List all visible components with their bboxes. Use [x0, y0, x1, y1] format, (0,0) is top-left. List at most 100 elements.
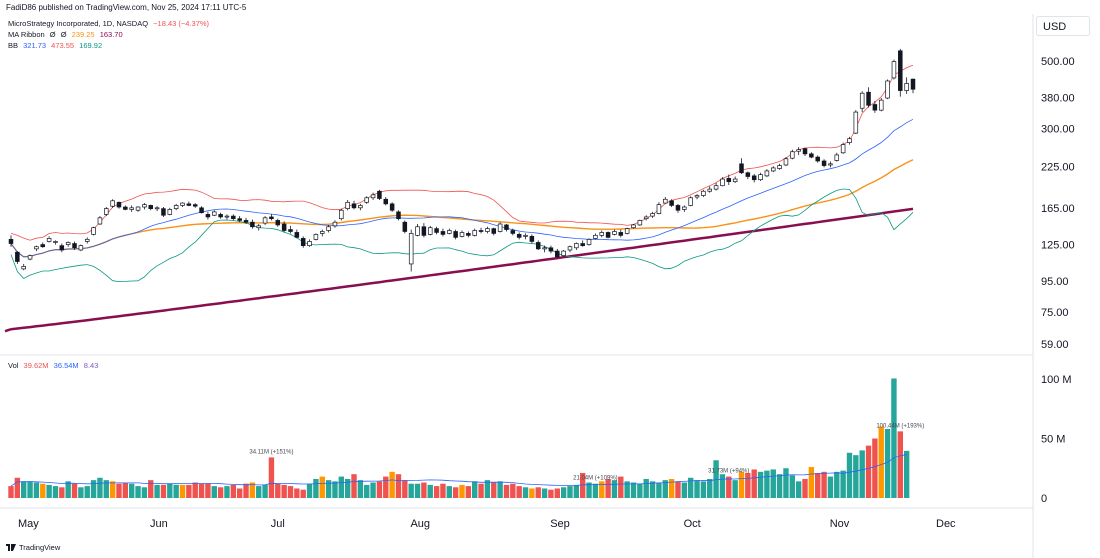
candle-body [300, 238, 306, 246]
currency-selector[interactable]: USD [1036, 16, 1090, 36]
candle-body [440, 231, 446, 235]
volume-bar [637, 483, 643, 498]
legend-ma-v3: 239.25 [71, 30, 95, 39]
candle-body [885, 80, 890, 99]
volume-bar [757, 471, 764, 498]
volume-bar [59, 487, 65, 498]
tradingview-logo: TradingView [6, 543, 60, 552]
legend-bb-upper: 473.55 [51, 41, 75, 50]
volume-bar [745, 473, 751, 498]
ma-fast-line [10, 159, 914, 258]
price-tick-label: 125.00 [1041, 240, 1075, 252]
candle-body [891, 61, 897, 79]
candle-body [758, 174, 763, 181]
volume-bar [27, 481, 33, 498]
volume-bar [414, 483, 421, 498]
candle-body [764, 170, 770, 177]
volume-bar [325, 480, 332, 498]
candle-body [173, 205, 179, 209]
volume-bar [8, 486, 14, 498]
volume-bar [262, 484, 268, 498]
volume-bar [865, 445, 872, 498]
volume-bar [770, 469, 776, 498]
candle-body [161, 208, 166, 216]
candle-body [516, 234, 522, 238]
candle-body [319, 231, 325, 234]
month-label: Jun [150, 518, 168, 530]
candle-body [377, 190, 382, 199]
volume-layer: 34.11M (+151%) 21.04M (+109%) 31.73M (+94%… [8, 378, 924, 498]
volume-bar [167, 483, 173, 498]
month-label: Dec [936, 518, 956, 530]
candle-body [688, 197, 693, 206]
volume-bar [599, 481, 605, 498]
volume-bar [846, 452, 853, 498]
candle-body [434, 228, 439, 233]
candle-body [110, 200, 115, 207]
candle-body [669, 200, 674, 206]
volume-bar [103, 480, 109, 498]
volume-bar [198, 483, 205, 498]
candle-body [898, 50, 903, 91]
volume-bar [71, 483, 78, 498]
volume-bar [535, 487, 541, 498]
price-tick-label: 95.00 [1041, 276, 1069, 288]
legend-vol-v2: 36.54M [53, 361, 79, 370]
volume-bar [548, 489, 554, 498]
candle-body [345, 201, 350, 209]
candle-body [650, 213, 655, 217]
grid-layer [0, 14, 1034, 558]
candle-body [453, 231, 458, 238]
candle-body [332, 221, 338, 227]
volume-bar [192, 482, 198, 498]
candle-body [402, 221, 408, 232]
volume-bar [249, 482, 256, 498]
candle-body [872, 104, 878, 111]
candle-body [97, 217, 103, 225]
volume-tick-label: 0 [1041, 493, 1047, 505]
candle-body [307, 241, 312, 246]
volume-bar [65, 481, 71, 498]
candle-body [624, 228, 630, 234]
volume-bar [579, 472, 586, 498]
candle-body [224, 215, 230, 218]
volume-bar [402, 480, 408, 498]
candle-body [574, 243, 579, 249]
candle-body [256, 225, 261, 229]
volume-bar [141, 487, 148, 498]
volume-bar [427, 484, 433, 498]
candle-body [78, 245, 84, 251]
candle-body [326, 226, 331, 231]
volume-bar [459, 484, 465, 498]
candle-body [116, 201, 122, 208]
volume-bar [33, 482, 40, 498]
volume-bar [440, 483, 446, 498]
candle-body [580, 243, 585, 246]
candle-body [663, 198, 668, 204]
candle-layer [8, 48, 916, 272]
volume-bar [903, 450, 910, 498]
volume-bar [52, 486, 59, 498]
volume-bar [421, 482, 427, 498]
candle-body [281, 223, 287, 231]
candle-body [853, 111, 859, 134]
candle-body [751, 175, 757, 181]
candle-body [40, 244, 46, 248]
volume-bar [256, 486, 262, 498]
legend-bb-basis: 321.73 [23, 41, 47, 50]
volume-bar [605, 478, 611, 498]
candle-body [148, 205, 154, 209]
volume-bar [275, 483, 281, 498]
volume-bar [351, 474, 357, 498]
volume-bar [217, 487, 224, 498]
volume-bar [738, 471, 745, 498]
volume-bar [884, 428, 891, 498]
volume-bar [897, 431, 903, 498]
candle-body [790, 151, 795, 159]
ma-slow-line [10, 207, 914, 331]
volume-bar [179, 484, 186, 498]
volume-bar [160, 484, 167, 498]
candle-body [834, 154, 840, 161]
candle-body [167, 209, 173, 215]
